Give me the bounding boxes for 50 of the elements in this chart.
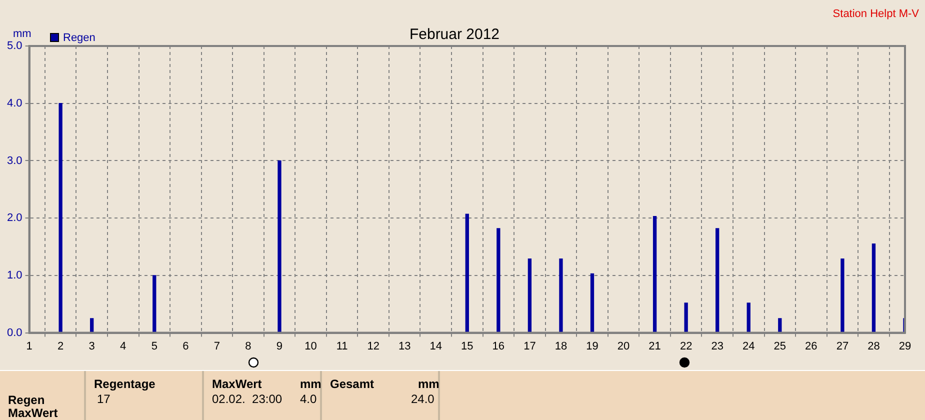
x-tick-label: 16 [492, 340, 505, 352]
legend-label: Regen [63, 32, 96, 44]
text: MaxWert [8, 406, 58, 420]
x-tick-label: 27 [836, 340, 849, 352]
x-tick-label: 15 [461, 340, 474, 352]
x-tick-label: 5 [151, 340, 158, 352]
x-tick-label: 13 [398, 340, 411, 352]
y-tick-label: 2.0 [6, 212, 22, 224]
text: mm [300, 377, 322, 391]
y-tick-label: 5.0 [6, 40, 22, 52]
text: MaxWert [212, 377, 262, 391]
text: Regen [8, 393, 45, 407]
x-tick-label: 4 [120, 340, 126, 352]
x-tick-label: 12 [367, 340, 380, 352]
x-tick-label: 2 [58, 340, 64, 352]
text: 17 [97, 392, 110, 406]
text: Regentage [94, 377, 156, 391]
y-tick-label: 3.0 [6, 154, 22, 167]
x-tick-label: 1 [26, 340, 32, 352]
text: Gesamt [330, 377, 374, 391]
x-tick-label: 21 [648, 340, 661, 352]
x-tick-label: 22 [680, 340, 692, 352]
x-tick-label: 14 [430, 340, 442, 352]
x-tick-label: 20 [617, 340, 630, 352]
y-tick-label: 1.0 [6, 269, 22, 282]
text: 02.02. 23:00 [212, 392, 282, 406]
x-tick-label: 24 [742, 340, 755, 352]
text: 4.0 [300, 392, 317, 406]
x-tick-label: 28 [868, 340, 880, 352]
x-tick-label: 26 [805, 340, 818, 352]
x-tick-label: 3 [88, 340, 95, 352]
y-axis-title: mm [13, 28, 32, 40]
x-tick-label: 18 [554, 340, 568, 352]
x-tick-label: 7 [214, 340, 220, 352]
x-tick-label: 10 [304, 340, 317, 352]
x-tick-label: 8 [245, 340, 252, 352]
y-tick-label: 0.0 [6, 326, 22, 339]
x-tick-label: 29 [898, 340, 912, 352]
x-tick-label: 11 [336, 340, 348, 352]
x-tick-label: 9 [276, 340, 283, 352]
chart-subtitle: Station Helpt M-V [832, 8, 919, 20]
x-tick-label: 6 [182, 340, 189, 352]
x-tick-label: 19 [586, 340, 598, 352]
y-tick-label: 4.0 [6, 97, 22, 110]
x-tick-label: 17 [524, 340, 536, 352]
x-tick-label: 25 [774, 340, 786, 352]
x-tick-label: 23 [711, 340, 724, 352]
text: mm [418, 377, 440, 391]
chart-title: Februar 2012 [409, 26, 500, 44]
text: 24.0 [411, 392, 434, 406]
